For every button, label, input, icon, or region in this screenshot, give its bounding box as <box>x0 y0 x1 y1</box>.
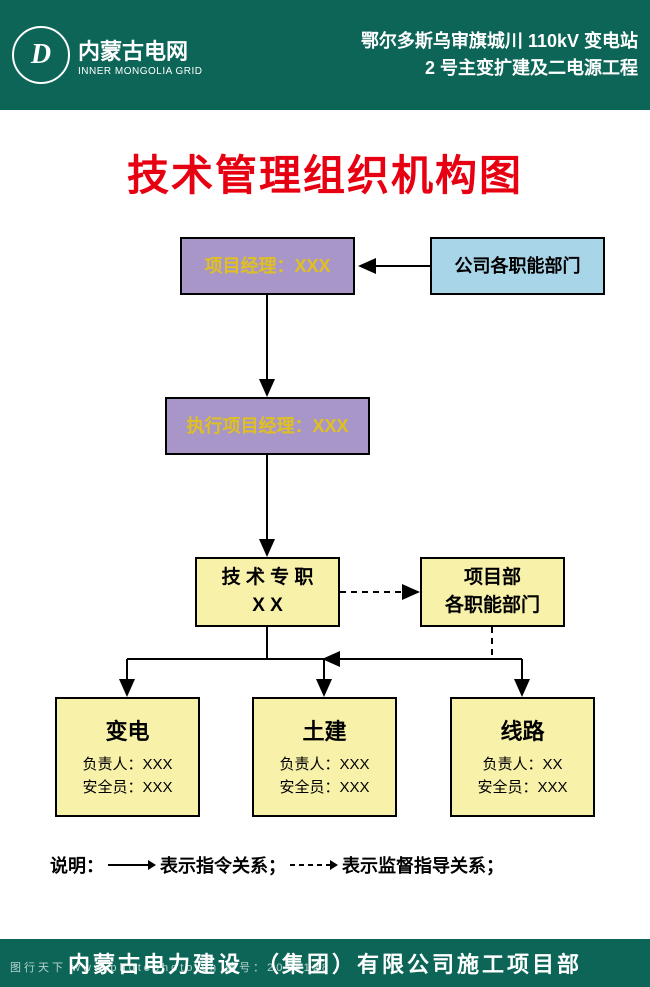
node-project-departments: 项目部 各职能部门 <box>420 557 565 627</box>
leaf-title: 变电 <box>105 715 149 748</box>
leaf-safety: 安全员：XXX <box>279 777 369 800</box>
logo-wrap: D 内蒙古电网 INNER MONGOLIA GRID <box>12 26 203 84</box>
node-label: 公司各职能部门 <box>455 253 581 280</box>
node-technical-specialist: 技 术 专 职 X X <box>195 557 340 627</box>
node-exec-project-manager: 执行项目经理：XXX <box>165 397 370 455</box>
page-title: 技术管理组织机构图 <box>0 142 650 203</box>
legend-dashed-text: 表示监督指导关系； <box>342 852 504 878</box>
logo-icon: D <box>12 26 70 84</box>
node-label-line1: 技 术 专 职 <box>222 564 314 593</box>
leaf-person: 负责人：XX <box>482 754 562 777</box>
footer: 内蒙古电力建设 （集团）有限公司施工项目部 图行天下 www.photophot… <box>0 939 650 987</box>
node-label-line2: 各职能部门 <box>445 592 540 621</box>
node-civil: 土建 负责人：XXX 安全员：XXX <box>252 697 397 817</box>
legend-prefix: 说明： <box>50 852 104 878</box>
org-chart: 项目经理：XXX 公司各职能部门 执行项目经理：XXX 技 术 专 职 X X … <box>0 227 650 897</box>
org-name-en: INNER MONGOLIA GRID <box>78 66 203 77</box>
leaf-person: 负责人：XXX <box>279 754 369 777</box>
org-name: 内蒙古电网 INNER MONGOLIA GRID <box>78 34 203 77</box>
org-name-cn: 内蒙古电网 <box>78 34 203 66</box>
node-label: 项目经理：XXX <box>204 253 330 280</box>
node-company-departments: 公司各职能部门 <box>430 237 605 295</box>
leaf-safety: 安全员：XXX <box>477 777 567 800</box>
leaf-person: 负责人：XXX <box>82 754 172 777</box>
header: D 内蒙古电网 INNER MONGOLIA GRID 鄂尔多斯乌审旗城川 11… <box>0 0 650 110</box>
leaf-title: 土建 <box>302 715 346 748</box>
watermark-text: 图行天下 www.photophoto.cn 编号：2014128 <box>10 959 331 975</box>
node-label-line1: 项目部 <box>464 564 521 593</box>
node-project-manager: 项目经理：XXX <box>180 237 355 295</box>
node-substation: 变电 负责人：XXX 安全员：XXX <box>55 697 200 817</box>
leaf-safety: 安全员：XXX <box>82 777 172 800</box>
legend-solid-text: 表示指令关系； <box>160 852 286 878</box>
legend: 说明： 表示指令关系； 表示监督指导关系； <box>50 852 504 878</box>
legend-solid-arrow-icon <box>108 858 156 872</box>
leaf-title: 线路 <box>500 715 544 748</box>
legend-dashed-arrow-icon <box>290 858 338 872</box>
node-line: 线路 负责人：XX 安全员：XXX <box>450 697 595 817</box>
header-subtitle: 鄂尔多斯乌审旗城川 110kV 变电站 2 号主变扩建及二电源工程 <box>213 28 638 82</box>
node-label: 执行项目经理：XXX <box>186 413 348 440</box>
node-label-line2: X X <box>252 592 283 621</box>
